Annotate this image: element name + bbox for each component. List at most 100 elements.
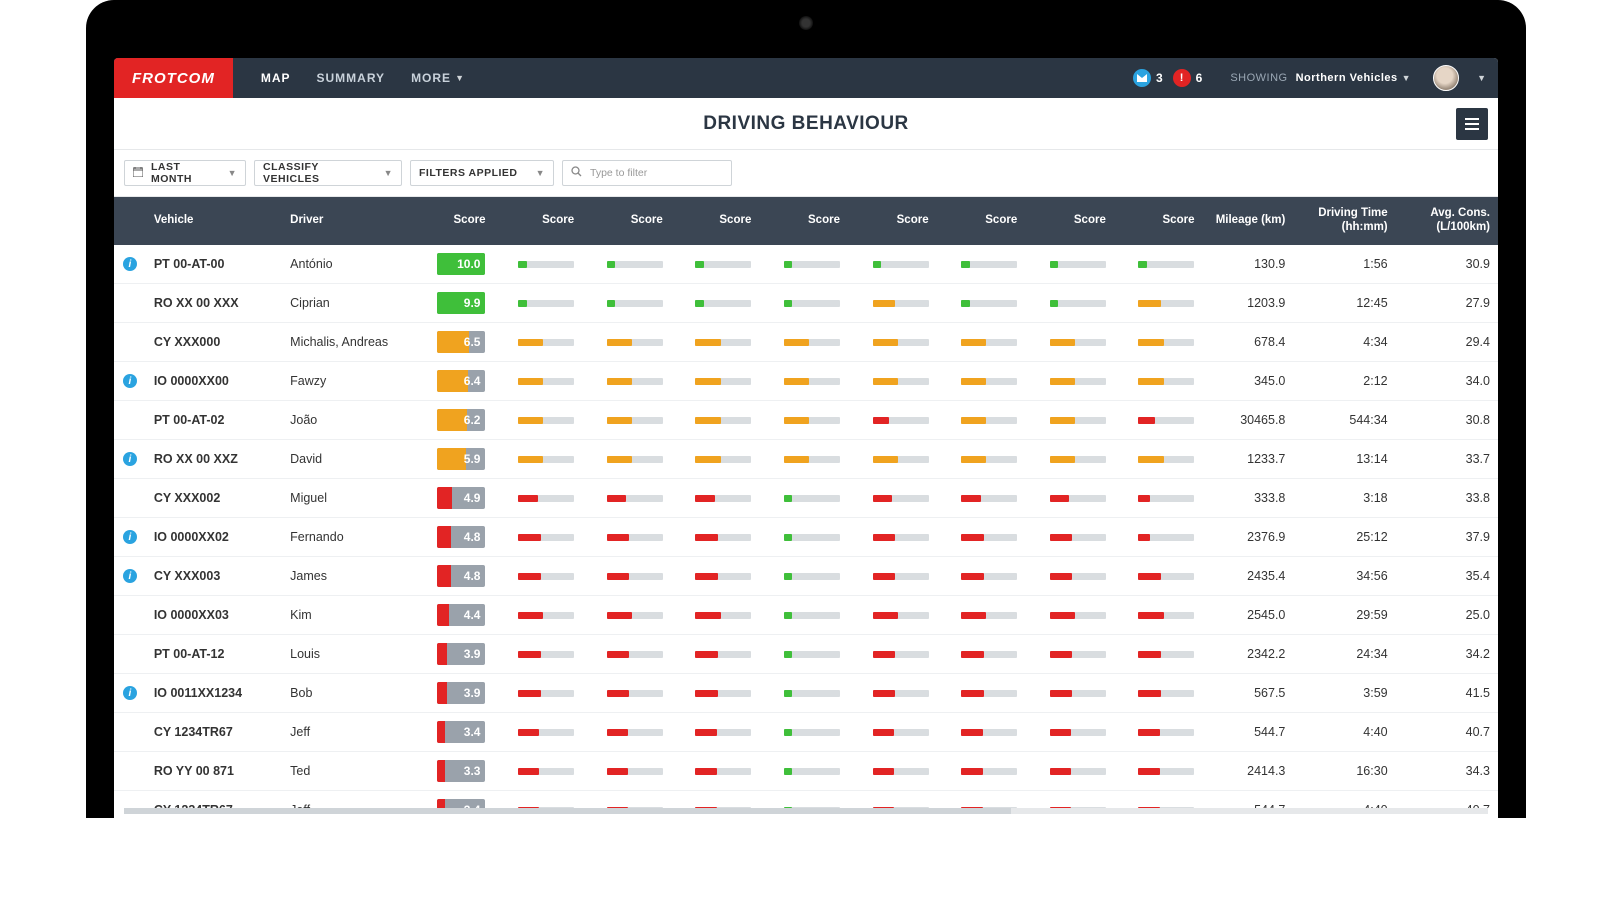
col-mileage[interactable]: Mileage (km) — [1202, 197, 1293, 245]
col-s1[interactable]: Score — [493, 197, 582, 245]
row-info[interactable] — [114, 400, 146, 439]
table-row[interactable]: IO 0000XX03Kim4.42545.029:5925.0 — [114, 595, 1498, 634]
row-info[interactable] — [114, 595, 146, 634]
cell-scorebar — [1025, 673, 1114, 712]
table-row[interactable]: iPT 00-AT-00António10.0130.91:5630.9 — [114, 245, 1498, 284]
cell-scorebar — [1025, 245, 1114, 284]
cell-avg-cons: 30.9 — [1396, 245, 1498, 284]
avatar[interactable] — [1433, 65, 1459, 91]
cell-vehicle: CY XXX003 — [146, 556, 282, 595]
row-info[interactable]: i — [114, 361, 146, 400]
row-info[interactable]: i — [114, 673, 146, 712]
cell-scorebar — [582, 712, 671, 751]
info-icon[interactable]: i — [123, 374, 137, 388]
col-s4[interactable]: Score — [759, 197, 848, 245]
cell-scorebar — [671, 400, 760, 439]
col-s8[interactable]: Score — [1114, 197, 1203, 245]
col-s3[interactable]: Score — [671, 197, 760, 245]
table-row[interactable]: CY XXX000Michalis, Andreas6.5678.44:3429… — [114, 322, 1498, 361]
cell-scorebar — [582, 439, 671, 478]
row-info[interactable] — [114, 751, 146, 790]
table-row[interactable]: CY XXX002Miguel4.9333.83:1833.8 — [114, 478, 1498, 517]
table-row[interactable]: PT 00-AT-12Louis3.92342.224:3434.2 — [114, 634, 1498, 673]
alert-badge[interactable]: ! 6 — [1173, 69, 1203, 87]
mail-badge[interactable]: 3 — [1133, 69, 1163, 87]
col-score[interactable]: Score — [419, 197, 494, 245]
nav-map[interactable]: MAP — [261, 71, 291, 85]
col-info[interactable] — [114, 197, 146, 245]
page-title: DRIVING BEHAVIOUR — [703, 113, 909, 135]
info-icon[interactable]: i — [123, 257, 137, 271]
brand-logo[interactable]: FROTCOM — [114, 58, 233, 98]
cell-vehicle: RO XX 00 XXX — [146, 283, 282, 322]
row-info[interactable] — [114, 634, 146, 673]
col-s5[interactable]: Score — [848, 197, 937, 245]
table-row[interactable]: RO YY 00 871Ted3.32414.316:3034.3 — [114, 751, 1498, 790]
col-s2[interactable]: Score — [582, 197, 671, 245]
cell-scorebar — [848, 478, 937, 517]
table-row[interactable]: iCY XXX003James4.82435.434:5635.4 — [114, 556, 1498, 595]
row-info[interactable]: i — [114, 439, 146, 478]
row-info[interactable]: i — [114, 517, 146, 556]
cell-scorebar — [1114, 634, 1203, 673]
chevron-down-icon[interactable]: ▼ — [1477, 73, 1486, 83]
row-info[interactable]: i — [114, 556, 146, 595]
cell-driver: Bob — [282, 673, 418, 712]
table-row[interactable]: RO XX 00 XXXCiprian9.91203.912:4527.9 — [114, 283, 1498, 322]
row-info[interactable] — [114, 712, 146, 751]
cell-driver: Miguel — [282, 478, 418, 517]
table-row[interactable]: iIO 0011XX1234Bob3.9567.53:5941.5 — [114, 673, 1498, 712]
cell-scorebar — [671, 517, 760, 556]
info-icon[interactable]: i — [123, 569, 137, 583]
row-info[interactable]: i — [114, 245, 146, 284]
col-s6[interactable]: Score — [937, 197, 1026, 245]
showing-selector[interactable]: SHOWING Northern Vehicles ▼ — [1230, 72, 1411, 84]
table-row[interactable]: CY 1234TR67Jeff3.4544.74:4040.7 — [114, 790, 1498, 808]
table-row[interactable]: PT 00-AT-02João6.230465.8544:3430.8 — [114, 400, 1498, 439]
cell-avg-cons: 34.2 — [1396, 634, 1498, 673]
table-row[interactable]: iRO XX 00 XXZDavid5.91233.713:1433.7 — [114, 439, 1498, 478]
row-info[interactable] — [114, 790, 146, 808]
cell-score: 4.4 — [419, 595, 494, 634]
cell-scorebar — [671, 595, 760, 634]
table-row[interactable]: CY 1234TR67Jeff3.4544.74:4040.7 — [114, 712, 1498, 751]
cell-vehicle: PT 00-AT-12 — [146, 634, 282, 673]
row-info[interactable] — [114, 322, 146, 361]
cell-scorebar — [1114, 322, 1203, 361]
cell-scorebar — [493, 400, 582, 439]
col-driver[interactable]: Driver — [282, 197, 418, 245]
cell-driving-time: 29:59 — [1293, 595, 1395, 634]
cell-scorebar — [582, 283, 671, 322]
horizontal-scrollbar[interactable] — [124, 808, 1488, 814]
col-driving-time[interactable]: Driving Time (hh:mm) — [1293, 197, 1395, 245]
filters-applied-dropdown[interactable]: FILTERS APPLIED ▼ — [410, 160, 554, 186]
info-icon[interactable]: i — [123, 452, 137, 466]
col-avg-cons[interactable]: Avg. Cons. (L/100km) — [1396, 197, 1498, 245]
cell-scorebar — [937, 283, 1026, 322]
period-dropdown[interactable]: LAST MONTH ▼ — [124, 160, 246, 186]
table-row[interactable]: iIO 0000XX00Fawzy6.4345.02:1234.0 — [114, 361, 1498, 400]
cell-score: 4.8 — [419, 556, 494, 595]
cell-driver: Fernando — [282, 517, 418, 556]
info-icon[interactable]: i — [123, 686, 137, 700]
cell-scorebar — [848, 361, 937, 400]
nav-summary[interactable]: SUMMARY — [317, 71, 386, 85]
cell-mileage: 30465.8 — [1202, 400, 1293, 439]
cell-driving-time: 3:59 — [1293, 673, 1395, 712]
scrollbar-thumb[interactable] — [124, 808, 1011, 814]
cell-scorebar — [582, 634, 671, 673]
menu-button[interactable] — [1456, 108, 1488, 140]
showing-label: SHOWING — [1230, 72, 1287, 84]
search-input[interactable]: Type to filter — [562, 160, 732, 186]
cell-scorebar — [1114, 595, 1203, 634]
info-icon[interactable]: i — [123, 530, 137, 544]
col-vehicle[interactable]: Vehicle — [146, 197, 282, 245]
nav-more[interactable]: MORE ▼ — [411, 71, 465, 85]
classify-dropdown[interactable]: CLASSIFY VEHICLES ▼ — [254, 160, 402, 186]
row-info[interactable] — [114, 283, 146, 322]
cell-scorebar — [937, 712, 1026, 751]
col-s7[interactable]: Score — [1025, 197, 1114, 245]
alert-count: 6 — [1196, 71, 1203, 85]
row-info[interactable] — [114, 478, 146, 517]
table-row[interactable]: iIO 0000XX02Fernando4.82376.925:1237.9 — [114, 517, 1498, 556]
